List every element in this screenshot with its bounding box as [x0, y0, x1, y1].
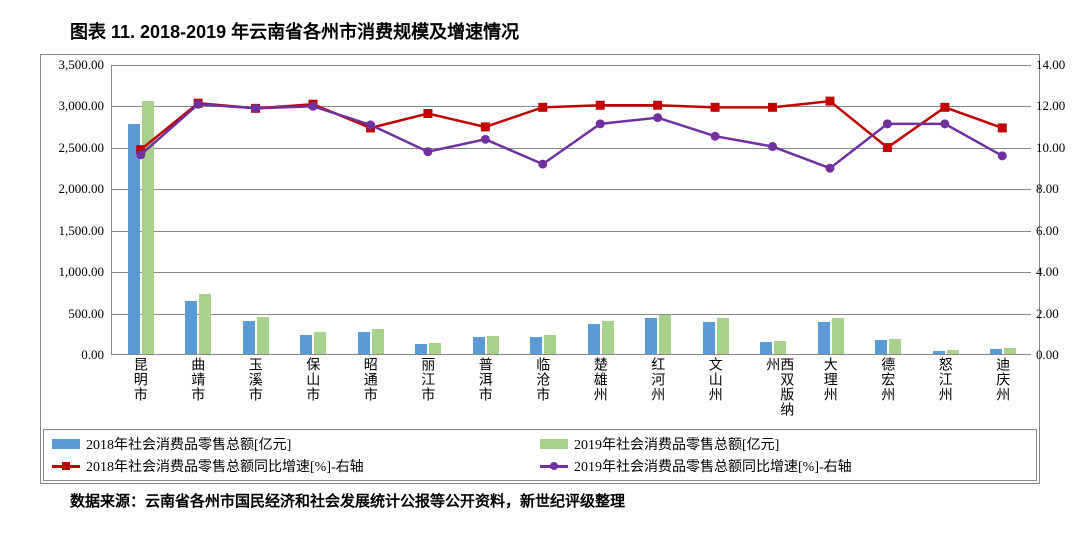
swatch-bar-2019: [540, 439, 568, 449]
chart-container: 0.00 500.00 1,000.00 1,500.00 2,000.00 2,500.…: [40, 54, 1040, 484]
ytick-right: 0.00: [1036, 347, 1059, 363]
plot-area: [111, 65, 1031, 355]
legend-label: 2019年社会消费品零售总额[亿元]: [574, 434, 779, 454]
category-label: 昭通市: [362, 357, 376, 402]
category-label: 普洱市: [477, 357, 491, 402]
lines-layer: [112, 65, 1031, 354]
ytick-right: 10.00: [1036, 140, 1065, 156]
ytick-left: 1,000.00: [42, 264, 104, 280]
category-label: 怒江州: [937, 357, 951, 402]
ytick-left: 2,500.00: [42, 140, 104, 156]
source-note: 数据来源：云南省各州市国民经济和社会发展统计公报等公开资料，新世纪评级整理: [70, 490, 1040, 511]
legend-bar-2019: 2019年社会消费品零售总额[亿元]: [540, 434, 1028, 454]
ytick-right: 6.00: [1036, 223, 1059, 239]
category-label: 临沧市: [534, 357, 548, 402]
x-category-labels: 昆明市 曲靖市 玉溪市 保山市 昭通市 丽江市 普洱市 临沧市 楚雄州 红河州 文山州 西双版纳州 大理…: [111, 357, 1031, 427]
ytick-left: 3,000.00: [42, 98, 104, 114]
swatch-line-2019: [540, 460, 568, 472]
category-label: 德宏州: [879, 357, 893, 402]
legend: 2018年社会消费品零售总额[亿元] 2019年社会消费品零售总额[亿元] 20…: [43, 429, 1037, 481]
legend-bar-2018: 2018年社会消费品零售总额[亿元]: [52, 434, 540, 454]
category-label: 迪庆州: [994, 357, 1008, 402]
category-label: 大理州: [822, 357, 836, 402]
ytick-right: 4.00: [1036, 264, 1059, 280]
ytick-left: 500.00: [42, 306, 104, 322]
category-label: 曲靖市: [189, 357, 203, 402]
ytick-left: 1,500.00: [42, 223, 104, 239]
legend-label: 2018年社会消费品零售总额[亿元]: [86, 434, 291, 454]
swatch-bar-2018: [52, 439, 80, 449]
ytick-right: 14.00: [1036, 57, 1065, 73]
chart-title: 图表 11. 2018-2019 年云南省各州市消费规模及增速情况: [70, 18, 1040, 44]
category-label: 西双版纳州: [764, 357, 792, 427]
legend-line-2019: 2019年社会消费品零售总额同比增速[%]-右轴: [540, 456, 1028, 476]
ytick-right: 12.00: [1036, 98, 1065, 114]
swatch-line-2018: [52, 460, 80, 472]
legend-label: 2018年社会消费品零售总额同比增速[%]-右轴: [86, 456, 364, 476]
ytick-left: 2,000.00: [42, 181, 104, 197]
ytick-right: 8.00: [1036, 181, 1059, 197]
category-label: 文山州: [707, 357, 721, 402]
category-label: 楚雄州: [592, 357, 606, 402]
legend-line-2018: 2018年社会消费品零售总额同比增速[%]-右轴: [52, 456, 540, 476]
category-label: 玉溪市: [247, 357, 261, 402]
ytick-left: 3,500.00: [42, 57, 104, 73]
legend-label: 2019年社会消费品零售总额同比增速[%]-右轴: [574, 456, 852, 476]
category-label: 保山市: [304, 357, 318, 402]
ytick-left: 0.00: [42, 347, 104, 363]
ytick-right: 2.00: [1036, 306, 1059, 322]
category-label: 昆明市: [132, 357, 146, 402]
category-label: 丽江市: [419, 357, 433, 402]
category-label: 红河州: [649, 357, 663, 402]
